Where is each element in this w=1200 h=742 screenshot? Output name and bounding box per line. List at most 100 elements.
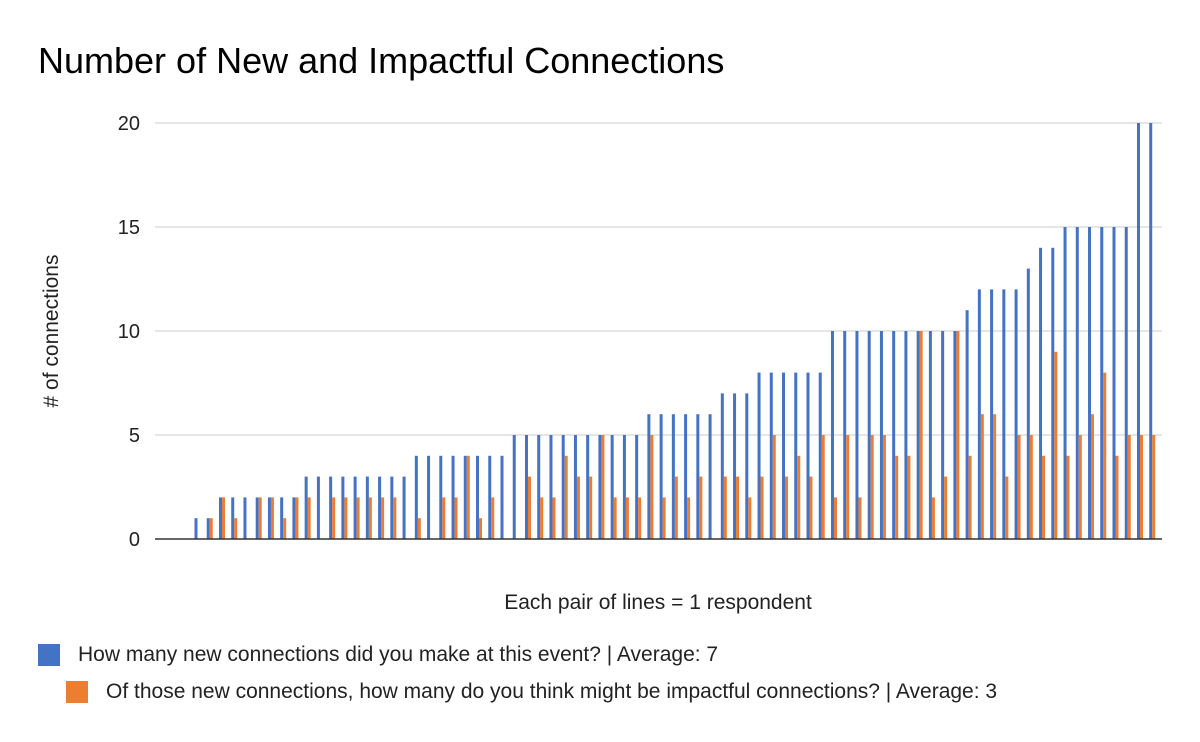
bar-new-connections <box>476 455 480 539</box>
bar-new-connections <box>659 414 663 539</box>
y-tick-label: 10 <box>118 321 140 343</box>
bar-impactful-connections <box>270 497 274 539</box>
bar-new-connections <box>818 372 822 539</box>
chart-title: Number of New and Impactful Connections <box>38 40 725 81</box>
bar-new-connections <box>916 331 920 539</box>
bar-impactful-connections <box>785 476 789 539</box>
bar-new-connections <box>892 331 896 539</box>
bar-impactful-connections <box>295 497 299 539</box>
bar-impactful-connections <box>638 497 642 539</box>
bar-new-connections <box>598 435 602 539</box>
bar-impactful-connections <box>956 331 960 539</box>
legend-swatch-orange <box>66 681 88 703</box>
bar-new-connections <box>231 497 235 539</box>
bar-new-connections <box>1075 227 1079 539</box>
bar-new-connections <box>1002 289 1006 539</box>
bar-impactful-connections <box>527 476 531 539</box>
bar-impactful-connections <box>919 331 923 539</box>
bar-impactful-connections <box>870 435 874 539</box>
bar-impactful-connections <box>564 455 568 539</box>
bar-impactful-connections <box>968 455 972 539</box>
bar-impactful-connections <box>1139 435 1143 539</box>
bar-impactful-connections <box>576 476 580 539</box>
bar-new-connections <box>1063 227 1067 539</box>
bar-impactful-connections <box>552 497 556 539</box>
bar-impactful-connections <box>1127 435 1131 539</box>
bar-impactful-connections <box>882 435 886 539</box>
bar-new-connections <box>390 476 394 539</box>
bar-new-connections <box>635 435 639 539</box>
bar-impactful-connections <box>356 497 360 539</box>
bar-impactful-connections <box>1029 435 1033 539</box>
bar-new-connections <box>512 435 516 539</box>
bar-new-connections <box>843 331 847 539</box>
bar-impactful-connections <box>589 476 593 539</box>
bar-new-connections <box>267 497 271 539</box>
bar-impactful-connections <box>748 497 752 539</box>
bar-new-connections <box>1112 227 1116 539</box>
bar-new-connections <box>1149 123 1153 539</box>
bar-new-connections <box>622 435 626 539</box>
gridlines <box>155 122 1162 436</box>
bar-impactful-connections <box>907 455 911 539</box>
bar-impactful-connections <box>931 497 935 539</box>
bar-new-connections <box>953 331 957 539</box>
bar-impactful-connections <box>736 476 740 539</box>
bar-impactful-connections <box>650 435 654 539</box>
bar-impactful-connections <box>699 476 703 539</box>
bar-impactful-connections <box>625 497 629 539</box>
bar-new-connections <box>500 455 504 539</box>
bar-new-connections <box>1100 227 1104 539</box>
bar-new-connections <box>316 476 320 539</box>
bar-new-connections <box>647 414 651 539</box>
bar-impactful-connections <box>283 518 287 539</box>
bar-impactful-connections <box>797 455 801 539</box>
bar-new-connections <box>524 435 528 539</box>
bar-new-connections <box>365 476 369 539</box>
bar-impactful-connections <box>234 518 238 539</box>
bar-impactful-connections <box>1054 351 1058 539</box>
bar-impactful-connections <box>258 497 262 539</box>
bar-new-connections <box>402 476 406 539</box>
bar-impactful-connections <box>833 497 837 539</box>
bar-new-connections <box>329 476 333 539</box>
bar-impactful-connections <box>221 497 225 539</box>
bars <box>194 123 1156 540</box>
bar-impactful-connections <box>479 518 483 539</box>
legend-item-new-connections: How many new connections did you make at… <box>38 643 718 667</box>
bar-impactful-connections <box>540 497 544 539</box>
x-axis-label: Each pair of lines = 1 respondent <box>504 591 812 614</box>
bar-new-connections <box>671 414 675 539</box>
bar-impactful-connections <box>993 414 997 539</box>
bar-new-connections <box>1039 247 1043 540</box>
bar-impactful-connections <box>858 497 862 539</box>
bar-new-connections <box>855 331 859 539</box>
bar-new-connections <box>965 310 969 539</box>
bar-new-connections <box>255 497 259 539</box>
bar-impactful-connections <box>393 497 397 539</box>
bar-impactful-connections <box>491 497 495 539</box>
bar-new-connections <box>696 414 700 539</box>
bar-new-connections <box>341 476 345 539</box>
y-tick-label: 15 <box>118 217 140 239</box>
bar-impactful-connections <box>674 476 678 539</box>
bar-new-connections <box>586 435 590 539</box>
bar-new-connections <box>1124 227 1128 539</box>
bar-new-connections <box>867 331 871 539</box>
bar-impactful-connections <box>1005 476 1009 539</box>
bar-new-connections <box>879 331 883 539</box>
bar-new-connections <box>977 289 981 539</box>
bar-new-connections <box>757 372 761 539</box>
bar-new-connections <box>1136 123 1140 539</box>
bar-new-connections <box>463 455 467 539</box>
bar-new-connections <box>439 455 443 539</box>
bar-impactful-connections <box>772 435 776 539</box>
bar-new-connections <box>218 497 222 539</box>
bar-impactful-connections <box>466 455 470 539</box>
y-tick-label: 20 <box>118 113 140 135</box>
bar-impactful-connections <box>1103 372 1107 539</box>
bar-new-connections <box>414 455 418 539</box>
bar-new-connections <box>243 497 247 539</box>
bar-impactful-connections <box>368 497 372 539</box>
bar-new-connections <box>928 331 932 539</box>
